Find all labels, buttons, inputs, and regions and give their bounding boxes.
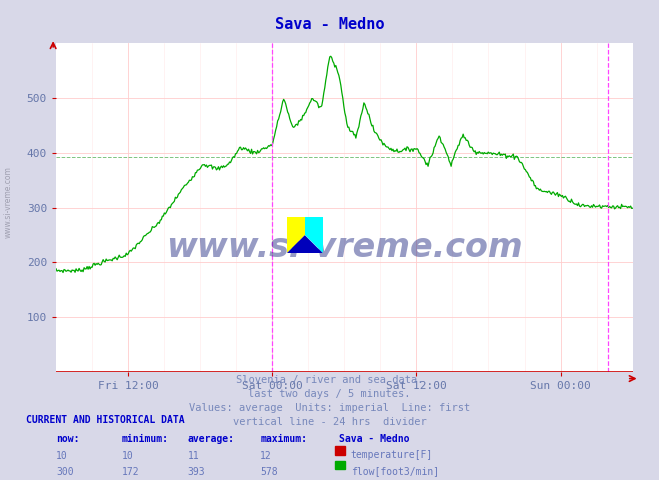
Polygon shape <box>287 217 304 253</box>
Text: CURRENT AND HISTORICAL DATA: CURRENT AND HISTORICAL DATA <box>26 415 185 425</box>
Text: 10: 10 <box>56 451 68 461</box>
Text: minimum:: minimum: <box>122 434 169 444</box>
Text: 393: 393 <box>188 467 206 477</box>
Text: average:: average: <box>188 434 235 444</box>
Text: 172: 172 <box>122 467 140 477</box>
Text: www.si-vreme.com: www.si-vreme.com <box>3 166 13 238</box>
Text: temperature[F]: temperature[F] <box>351 450 433 460</box>
Polygon shape <box>287 235 323 253</box>
Text: maximum:: maximum: <box>260 434 307 444</box>
Text: flow[foot3/min]: flow[foot3/min] <box>351 466 439 476</box>
Text: 11: 11 <box>188 451 200 461</box>
Text: Sava - Medno: Sava - Medno <box>275 17 384 32</box>
Text: www.si-vreme.com: www.si-vreme.com <box>166 230 523 264</box>
Text: Slovenia / river and sea data.
last two days / 5 minutes.
Values: average  Units: Slovenia / river and sea data. last two … <box>189 375 470 427</box>
Text: 300: 300 <box>56 467 74 477</box>
Text: Sava - Medno: Sava - Medno <box>339 434 410 444</box>
Text: 578: 578 <box>260 467 278 477</box>
Text: now:: now: <box>56 434 80 444</box>
Text: 12: 12 <box>260 451 272 461</box>
Text: 10: 10 <box>122 451 134 461</box>
Polygon shape <box>304 217 323 253</box>
